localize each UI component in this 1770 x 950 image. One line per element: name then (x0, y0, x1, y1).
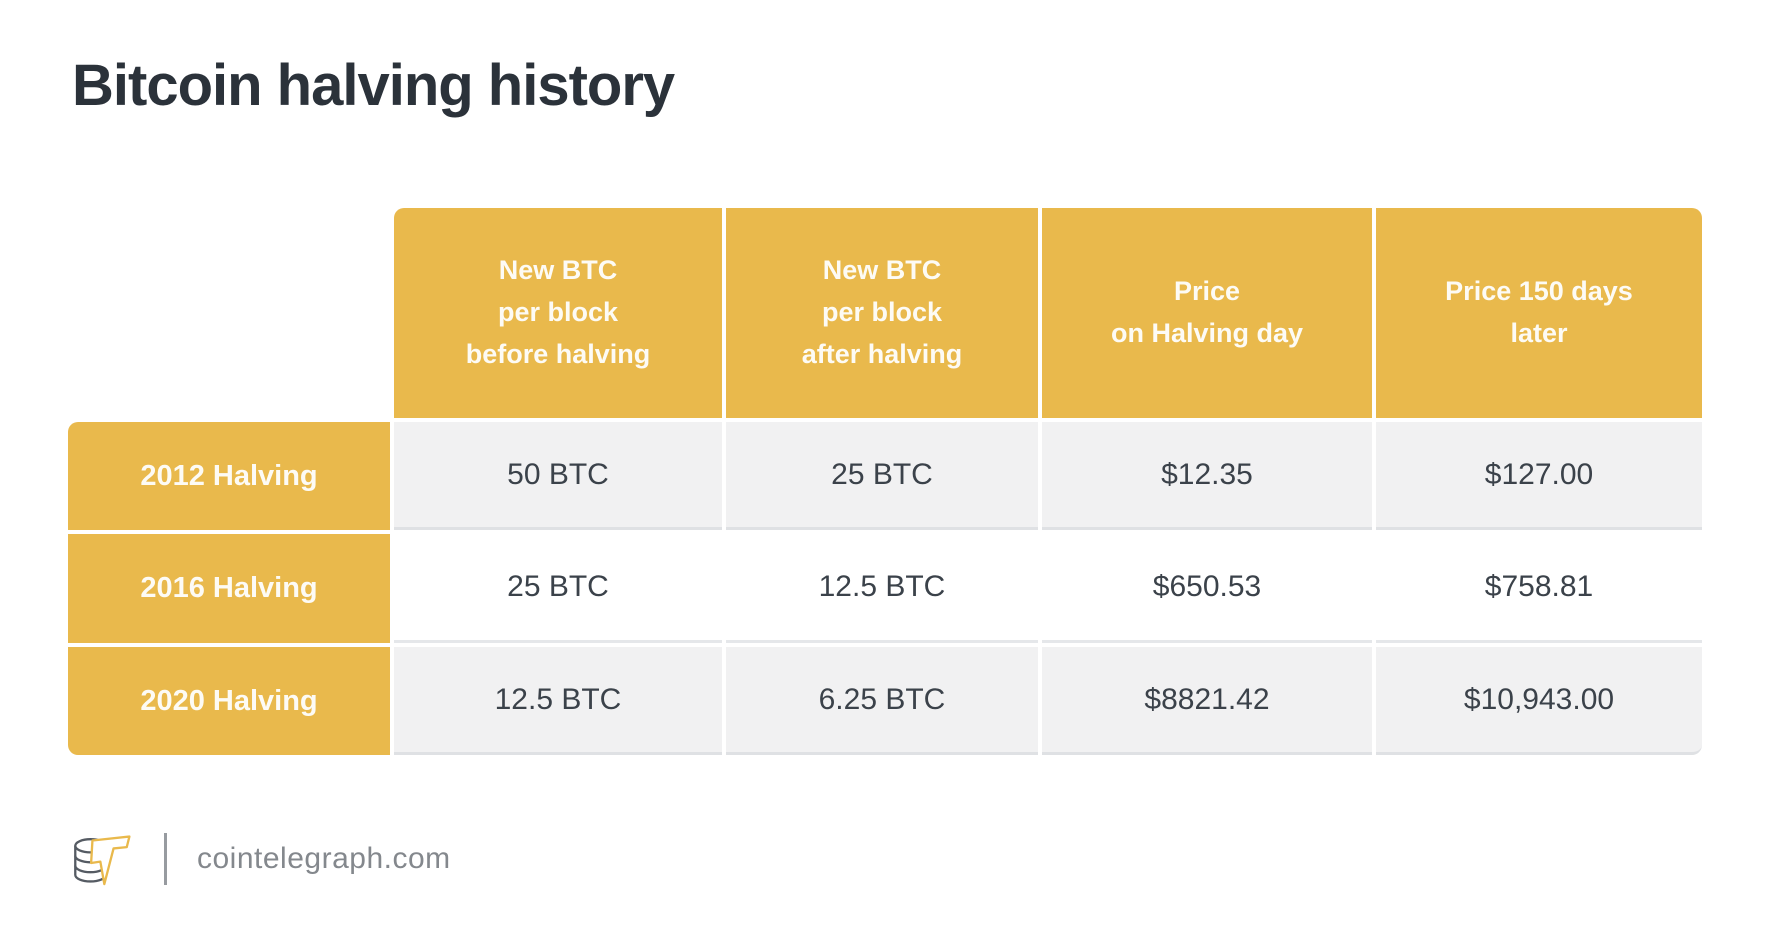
lightning-bolt-icon (89, 835, 131, 886)
cell-2012-price-150: $127.00 (1376, 422, 1702, 530)
cell-2020-after: 6.25 BTC (726, 647, 1038, 755)
cointelegraph-logo-icon (74, 835, 131, 886)
footer: cointelegraph.com (70, 826, 451, 892)
cell-2016-before: 25 BTC (394, 534, 722, 643)
page-title: Bitcoin halving history (72, 53, 675, 118)
footer-site-text: cointelegraph.com (197, 842, 451, 875)
row-label-2012: 2012 Halving (68, 422, 390, 530)
cell-2016-after: 12.5 BTC (726, 534, 1038, 643)
table-corner-spacer (68, 208, 390, 418)
column-header-new-btc-before: New BTC per block before halving (394, 208, 722, 418)
column-header-new-btc-after: New BTC per block after halving (726, 208, 1038, 418)
cell-2012-before: 50 BTC (394, 422, 722, 530)
cell-2020-price-150: $10,943.00 (1376, 647, 1702, 755)
cell-2020-before: 12.5 BTC (394, 647, 722, 755)
halving-history-table: New BTC per block before halving New BTC… (68, 208, 1702, 755)
cell-2016-price-day: $650.53 (1042, 534, 1372, 643)
column-header-price-150-days: Price 150 days later (1376, 208, 1702, 418)
cell-2020-price-day: $8821.42 (1042, 647, 1372, 755)
row-label-2020: 2020 Halving (68, 647, 390, 755)
cell-2016-price-150: $758.81 (1376, 534, 1702, 643)
row-label-2016: 2016 Halving (68, 534, 390, 643)
footer-divider (164, 833, 167, 885)
cell-2012-price-day: $12.35 (1042, 422, 1372, 530)
cell-2012-after: 25 BTC (726, 422, 1038, 530)
column-header-price-halving-day: Price on Halving day (1042, 208, 1372, 418)
